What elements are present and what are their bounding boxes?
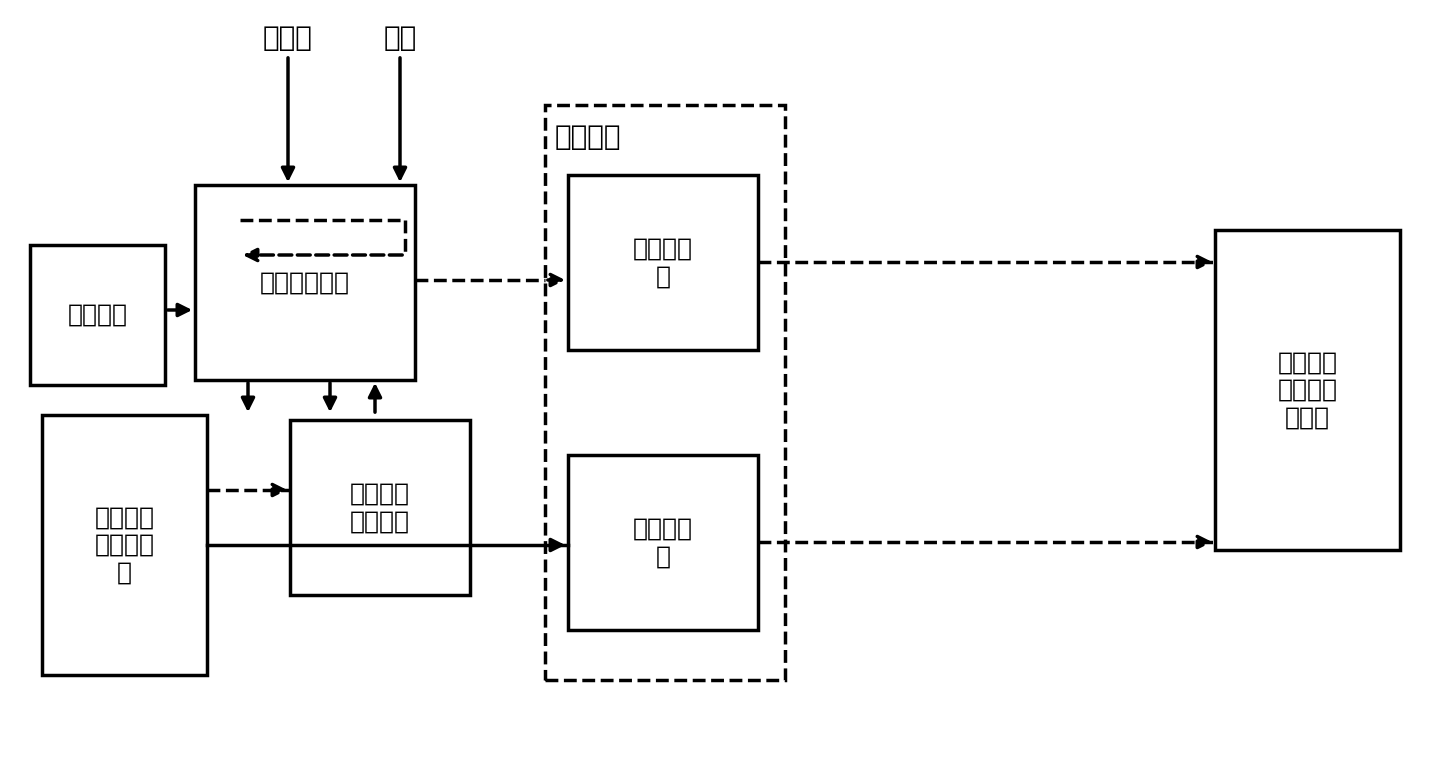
Bar [291, 420, 470, 595]
Bar [569, 455, 758, 630]
Text: 检测系统: 检测系统 [556, 123, 621, 151]
Text: 载气: 载气 [384, 24, 417, 52]
Text: 氮氧化物
还原系统: 氮氧化物 还原系统 [349, 482, 410, 534]
Text: 检测信号
采集及处
理系统: 检测信号 采集及处 理系统 [1277, 350, 1337, 430]
Text: 红外检测
池: 红外检测 池 [633, 517, 693, 568]
Text: 助燃气: 助燃气 [263, 24, 314, 52]
Text: 汽体过滤系统: 汽体过滤系统 [261, 270, 349, 294]
Bar [1214, 230, 1400, 550]
Text: 热导检测
池: 热导检测 池 [633, 237, 693, 289]
Bar [30, 245, 165, 385]
Bar [546, 105, 785, 680]
Text: 混合储气
及定量系
统: 混合储气 及定量系 统 [95, 505, 155, 584]
Text: 燃烧系统: 燃烧系统 [67, 303, 127, 327]
Bar [195, 185, 415, 380]
Bar [42, 415, 208, 675]
Bar [569, 175, 758, 350]
